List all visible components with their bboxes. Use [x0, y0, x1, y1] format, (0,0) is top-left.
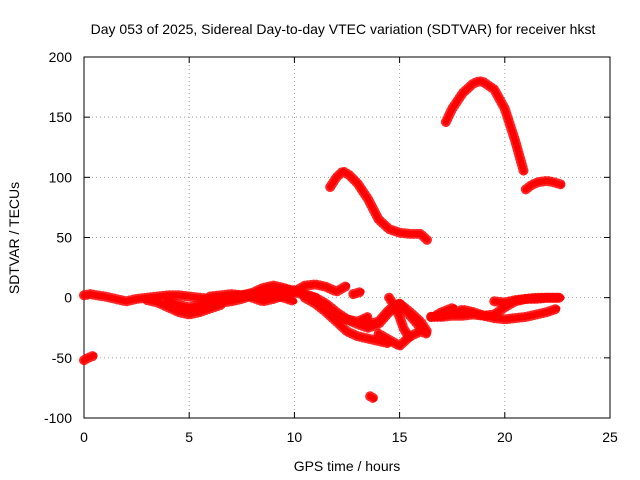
series-markers-track-20: [432, 302, 460, 320]
gridlines: [84, 57, 610, 418]
y-tick-label: 50: [56, 230, 72, 246]
series-markers-track-02: [79, 350, 100, 366]
x-tick-label: 20: [497, 429, 513, 445]
x-tick-label: 15: [392, 429, 408, 445]
x-axis-label: GPS time / hours: [294, 458, 401, 474]
axis-ticks: 0 5 10 15 20 25 -100 -50 0 50 100 150 200: [44, 49, 618, 445]
series-markers-track-16: [325, 166, 432, 245]
y-tick-label: 100: [49, 169, 73, 185]
chart-title: Day 053 of 2025, Sidereal Day-to-day VTE…: [91, 21, 596, 37]
y-tick-label: -50: [52, 350, 72, 366]
series-markers-track-19: [489, 292, 567, 308]
x-tick-label: 5: [185, 429, 193, 445]
data-series: [79, 76, 567, 404]
y-tick-label: 200: [49, 49, 73, 65]
series-markers-track-11: [348, 286, 367, 300]
series-markers-track-21: [440, 76, 529, 177]
series-markers-track-14: [384, 292, 416, 344]
y-tick-label: 150: [49, 109, 73, 125]
y-tick-label: 0: [64, 290, 72, 306]
x-tick-label: 0: [80, 429, 88, 445]
y-tick-label: -100: [44, 410, 72, 426]
series-markers-track-22: [520, 175, 567, 195]
x-tick-label: 25: [602, 429, 618, 445]
plot-frame: [83, 56, 611, 419]
series-markers-track-12: [363, 298, 432, 337]
series-markers-track-09: [299, 292, 395, 349]
x-tick-label: 10: [287, 429, 303, 445]
y-axis-label: SDTVAR / TECUs: [6, 182, 22, 294]
series-markers-track-15: [365, 391, 380, 404]
series-markers-track-13: [373, 326, 432, 351]
